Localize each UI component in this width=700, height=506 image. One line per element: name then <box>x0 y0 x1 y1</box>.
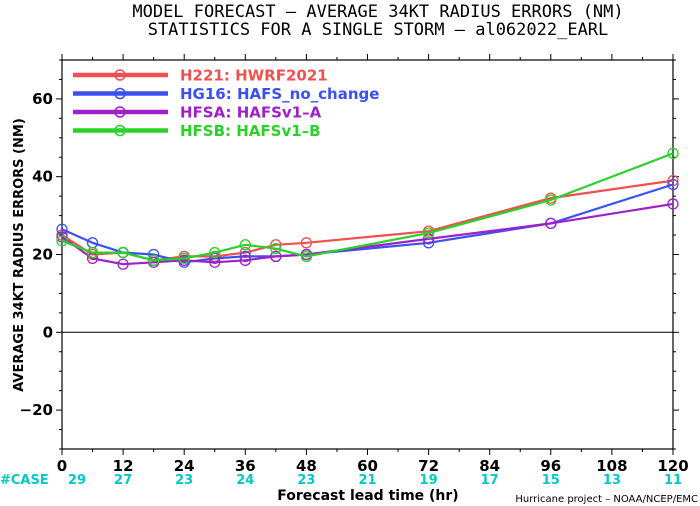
data-point <box>270 250 282 263</box>
case-count: 15 <box>542 473 560 488</box>
data-point <box>56 223 68 235</box>
data-point <box>667 147 679 160</box>
legend-label: HG16: HAFS_no_change <box>180 85 379 103</box>
x-tick-label: 84 <box>479 457 500 475</box>
chart-title: MODEL FORECAST – AVERAGE 34KT RADIUS ERR… <box>132 2 623 22</box>
x-tick-label: 120 <box>657 457 688 475</box>
legend-marker <box>114 124 126 137</box>
case-count: 11 <box>664 473 682 488</box>
x-tick-label: 24 <box>174 457 195 475</box>
y-axis-label: AVERAGE 34KT RADIUS ERRORS (NM) <box>12 118 27 392</box>
case-count: 13 <box>603 473 621 488</box>
x-tick-label: 96 <box>540 457 561 475</box>
data-point <box>239 246 251 259</box>
credit-text: Hurricane project – NOAA/NCEP/EMC <box>515 494 698 505</box>
data-point <box>178 252 190 265</box>
legend-entry: H221: HWRF2021 <box>73 67 328 85</box>
data-point <box>56 235 68 247</box>
data-point <box>545 194 557 206</box>
data-point <box>147 254 160 266</box>
legend-label: HFSA: HAFSv1–A <box>180 104 322 122</box>
x-tick-label: 72 <box>418 457 439 475</box>
case-count: 19 <box>420 473 438 488</box>
y-tick-label: 40 <box>32 168 53 186</box>
x-tick-label: 60 <box>357 457 378 475</box>
data-point <box>300 237 313 249</box>
y-tick-label: 60 <box>32 90 53 108</box>
case-count: 23 <box>175 473 193 488</box>
y-tick-label: 0 <box>43 323 53 341</box>
data-point <box>239 250 251 263</box>
data-point <box>667 198 679 210</box>
case-label: #CASE <box>0 473 49 488</box>
legend-marker <box>114 69 126 81</box>
legend-entry: HFSB: HAFSv1–B <box>73 122 321 140</box>
data-point <box>117 246 129 259</box>
data-point <box>300 250 313 263</box>
data-point <box>209 246 221 259</box>
case-count: 27 <box>114 473 132 488</box>
data-point <box>239 239 251 251</box>
data-point <box>270 243 282 255</box>
series-group <box>56 147 679 266</box>
data-point <box>667 178 679 191</box>
data-point <box>545 217 557 230</box>
series-line <box>61 152 674 262</box>
case-count: 21 <box>358 473 376 488</box>
case-count: 23 <box>297 473 315 488</box>
legend-label: HFSB: HAFSv1–B <box>180 122 321 140</box>
case-count: 24 <box>236 473 254 488</box>
chart-subtitle: STATISTICS FOR A SINGLE STORM – al062022… <box>148 20 609 40</box>
data-point <box>117 258 129 270</box>
data-point <box>239 254 251 266</box>
y-tick-label: −20 <box>20 401 53 419</box>
x-tick-label: 0 <box>57 457 67 475</box>
x-tick-label: 12 <box>113 457 134 475</box>
y-tick-label: 20 <box>32 246 53 264</box>
data-point <box>422 227 435 239</box>
case-count: 17 <box>481 473 499 488</box>
case-count: 29 <box>68 473 86 488</box>
legend-entry: HG16: HAFS_no_change <box>73 85 379 103</box>
legend-label: H221: HWRF2021 <box>180 67 328 85</box>
axes: −200204060029122724233624482360217219841… <box>20 54 689 488</box>
legend-entry: HFSA: HAFSv1–A <box>73 104 322 122</box>
series-layer <box>56 147 679 270</box>
legend-marker <box>114 106 126 118</box>
x-tick-label: 36 <box>235 457 256 475</box>
x-tick-label: 48 <box>296 457 317 475</box>
legend-marker <box>114 87 126 100</box>
x-tick-label: 108 <box>596 457 627 475</box>
series-line <box>61 183 674 264</box>
x-axis-label: Forecast lead time (hr) <box>277 488 458 504</box>
data-point <box>86 246 99 259</box>
